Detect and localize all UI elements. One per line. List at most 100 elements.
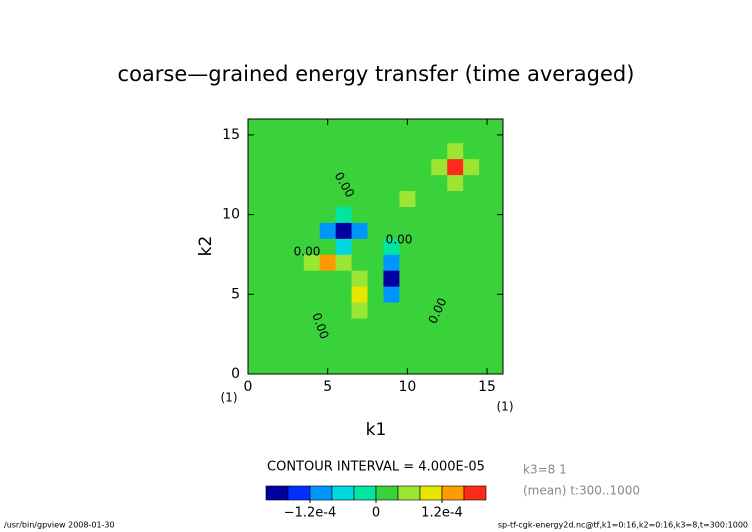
contour-cell [479, 350, 496, 367]
contour-cell [479, 142, 496, 160]
contour-cell [447, 334, 464, 351]
contour-cell [271, 350, 289, 367]
contour-cell [463, 318, 480, 335]
contour-cell [431, 119, 448, 128]
contour-cell [287, 238, 305, 255]
contour-cell [248, 366, 257, 375]
contour-cell [319, 158, 336, 176]
contour-cell [495, 302, 504, 319]
contour-cell [367, 206, 384, 223]
contour-cell [383, 119, 400, 128]
contour-cell [399, 350, 416, 367]
contour-interval: CONTOUR INTERVAL = 4.000E-05 [267, 460, 485, 475]
contour-cell [399, 190, 416, 207]
contour-cell [335, 286, 352, 303]
contour-cell [271, 190, 289, 207]
contour-cell [383, 126, 400, 144]
contour-cell [431, 190, 448, 207]
contour-cell [287, 206, 305, 223]
contour-cell [255, 158, 273, 176]
contour-cell [351, 119, 368, 128]
colorbar-box [375, 485, 399, 501]
contour-cell [383, 142, 400, 160]
contour-cell [367, 286, 384, 303]
contour-cell [495, 254, 504, 271]
x-unit-label: (1) [497, 400, 514, 414]
contour-cell [479, 174, 496, 192]
contour-cell [447, 286, 464, 303]
contour-cell [255, 270, 273, 287]
contour-cell [255, 334, 273, 351]
contour-cell [287, 318, 305, 335]
contour-cell [479, 238, 496, 255]
contour-cell [255, 206, 273, 223]
contour-cell [255, 126, 273, 144]
contour-cell [415, 126, 432, 144]
contour-cell [287, 222, 305, 239]
contour-cell [367, 126, 384, 144]
contour-cell [319, 254, 336, 271]
contour-cell [463, 174, 480, 192]
contour-cell [415, 222, 432, 239]
contour-cell [495, 222, 504, 239]
contour-cell [287, 142, 305, 160]
contour-cell [399, 302, 416, 319]
contour-cell [447, 366, 464, 375]
contour-cell [383, 158, 400, 176]
contour-cell [415, 334, 432, 351]
colorbar-box [265, 485, 289, 501]
contour-cell [255, 366, 273, 375]
contour-cell [447, 126, 464, 144]
contour-cell [399, 174, 416, 192]
contour-cell [431, 350, 448, 367]
contour-cell [431, 286, 448, 303]
contour-cell [351, 126, 368, 144]
contour-cell [255, 350, 273, 367]
contour-cell [335, 238, 352, 255]
contour-cell [335, 318, 352, 335]
contour-cell [319, 174, 336, 192]
y-tick-label: 0 [231, 366, 240, 382]
contour-cell [447, 119, 464, 128]
contour-cell [367, 302, 384, 319]
contour-cell [248, 254, 257, 271]
contour-cell [303, 158, 321, 176]
contour-cell [248, 270, 257, 287]
contour-cell [367, 318, 384, 335]
contour-cell [367, 350, 384, 367]
contour-cell [367, 366, 384, 375]
contour-cell [287, 119, 305, 128]
y-tick-label: 10 [222, 207, 240, 223]
contour-cell [367, 254, 384, 271]
contour-cell [479, 270, 496, 287]
contour-cell [271, 366, 289, 375]
colorbar-tick-label: 0 [372, 506, 380, 521]
contour-cell [463, 302, 480, 319]
contour-cell [415, 142, 432, 160]
colorbar-box [441, 485, 465, 501]
contour-cell [335, 142, 352, 160]
contour-cell [319, 222, 336, 239]
contour-cell [447, 206, 464, 223]
contour-cell [495, 119, 504, 128]
contour-cell [447, 238, 464, 255]
contour-cell [415, 350, 432, 367]
contour-cell [399, 318, 416, 335]
contour-cell [319, 238, 336, 255]
contour-cell [319, 334, 336, 351]
contour-cell [335, 174, 352, 192]
contour-cell [447, 254, 464, 271]
contour-cell [248, 238, 257, 255]
contour-cell [367, 238, 384, 255]
y-axis-label: k2 [196, 236, 216, 257]
colorbar-box [309, 485, 333, 501]
contour-cell [383, 190, 400, 207]
contour-cell [383, 206, 400, 223]
contour-cell [431, 270, 448, 287]
contour-cell [319, 190, 336, 207]
contour-cell [399, 206, 416, 223]
contour-cell [351, 238, 368, 255]
contour-cell [319, 126, 336, 144]
contour-label: 0.00 [386, 233, 413, 247]
contour-cell [303, 350, 321, 367]
